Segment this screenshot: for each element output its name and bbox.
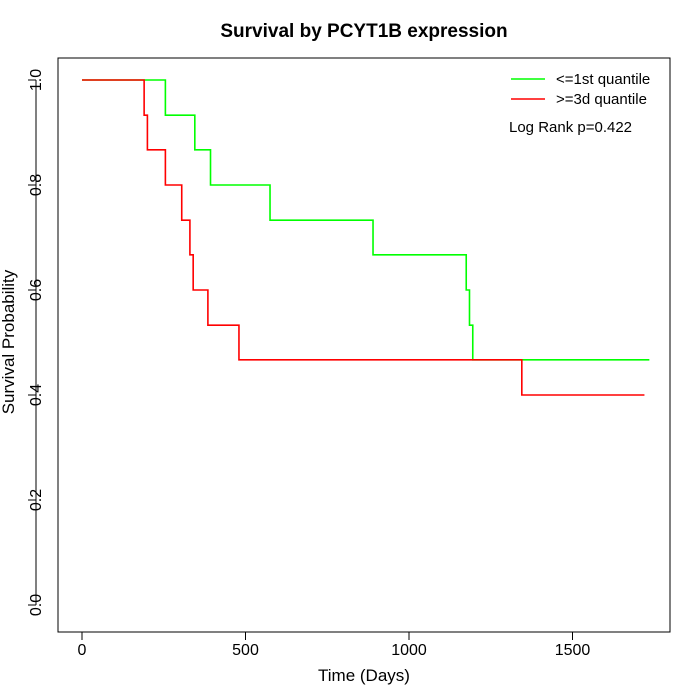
x-tick-label: 0 [78, 642, 87, 659]
x-tick-label: 1500 [555, 642, 591, 659]
y-tick-label: 0.0 [28, 594, 45, 616]
y-tick-label: 0.6 [28, 279, 45, 301]
x-axis: 0 500 1000 1500 [78, 631, 591, 659]
legend-label-1: >=3d quantile [556, 91, 647, 108]
x-axis-label: Time (Days) [318, 666, 410, 685]
y-axis: 0.0 0.2 0.4 0.6 0.8 1.0 [28, 69, 45, 616]
y-axis-label: Survival Probability [0, 269, 18, 414]
y-tick-label: 1.0 [28, 69, 45, 91]
series-layer [82, 79, 650, 396]
x-tick-label: 1000 [391, 642, 427, 659]
y-tick-label: 0.4 [28, 384, 45, 406]
x-tick-label: 500 [232, 642, 259, 659]
y-tick-label: 0.8 [28, 174, 45, 196]
survival-curve-1 [82, 79, 645, 396]
plot-area-frame [57, 57, 671, 633]
legend-label-0: <=1st quantile [556, 71, 650, 88]
chart-title: Survival by PCYT1B expression [220, 21, 507, 42]
y-tick-label: 0.2 [28, 489, 45, 511]
log-rank-annotation: Log Rank p=0.422 [509, 119, 632, 136]
legend: <=1st quantile >=3d quantile [511, 71, 650, 108]
survival-curve-0 [82, 79, 650, 361]
